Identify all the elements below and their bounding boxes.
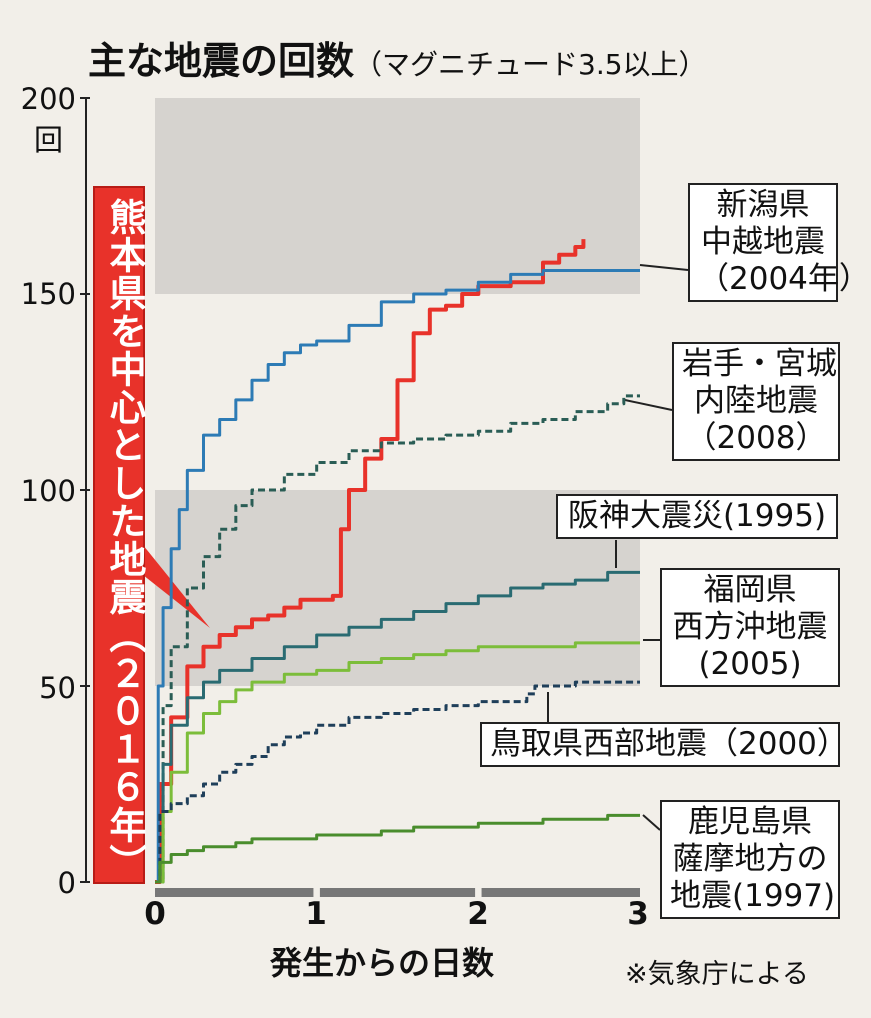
leader-lines: [143, 264, 689, 831]
iwate-label: 岩手・宮城 内陸地震 （2008）: [672, 342, 840, 461]
hanshin-line: [155, 570, 640, 884]
tottori-line: [155, 680, 640, 884]
kagoshima-label: 鹿児島県 薩摩地方の 地震(1997): [660, 800, 840, 919]
tottori-label-line: 鳥取県西部地震（2000）: [490, 726, 848, 762]
label-leader-line: [639, 264, 689, 271]
iwate-line: [155, 394, 640, 884]
x-tick-label: 2: [467, 896, 489, 932]
grid-band: [155, 98, 640, 294]
iwate-label-line: 内陸地震: [694, 383, 818, 419]
x-tick-label: 1: [305, 896, 327, 932]
kumamoto-label: 熊本県を中心とした地震（２０１６年）: [93, 186, 146, 884]
axes: [80, 97, 640, 897]
y-tick-label: 100: [20, 474, 76, 508]
tottori-label: 鳥取県西部地震（2000）: [480, 722, 848, 767]
x-tick-label: 3: [627, 896, 649, 932]
kumamoto-callout-pointer: [143, 545, 210, 628]
niigata-label-line: 新潟県: [716, 187, 810, 223]
label-leader-line: [624, 399, 673, 411]
niigata-line: [155, 268, 640, 884]
y-tick-label: 150: [20, 277, 76, 311]
hanshin-label: 阪神大震災(1995): [556, 494, 838, 539]
hanshin-label-line: 阪神大震災(1995): [567, 498, 827, 534]
fukuoka-label-line: 西方沖地震: [672, 609, 828, 645]
y-tick-label: 0: [57, 866, 76, 900]
fukuoka-label: 福岡県 西方沖地震 (2005): [660, 568, 840, 687]
kagoshima-label-line: 地震(1997): [670, 878, 836, 914]
title-main: 主な地震の回数: [88, 39, 355, 83]
iwate-label-line: 岩手・宮城: [682, 346, 837, 382]
x-axis-bar: [155, 888, 314, 897]
y-unit-label: 回: [34, 123, 64, 157]
chart-title: 主な地震の回数（マグニチュード3.5以上）: [88, 30, 707, 85]
label-leader-line: [642, 814, 661, 831]
niigata-label: 新潟県 中越地震 （2004年）: [688, 183, 870, 302]
kagoshima-label-line: 鹿児島県: [688, 804, 812, 840]
series-lines: [155, 239, 640, 884]
fukuoka-label-line: 福岡県: [703, 572, 797, 608]
kagoshima-line: [155, 813, 640, 884]
iwate-label-line: （2008）: [685, 420, 827, 456]
x-axis-bar: [481, 888, 640, 897]
fukuoka-line: [155, 641, 640, 884]
niigata-label-line: （2004年）: [698, 261, 870, 297]
title-subtitle: （マグニチュード3.5以上）: [354, 48, 707, 81]
y-tick-label: 200: [20, 82, 76, 116]
y-tick-label: 50: [39, 671, 76, 705]
kagoshima-label-line: 薩摩地方の: [672, 841, 828, 877]
source-note: ※気象庁による: [625, 959, 809, 990]
kumamoto-line: [155, 239, 586, 884]
fukuoka-label-line: (2005): [698, 646, 802, 682]
x-axis-title: 発生からの日数: [270, 944, 495, 982]
x-axis-bar: [319, 888, 476, 897]
x-tick-label: 0: [144, 896, 166, 932]
niigata-label-line: 中越地震: [701, 224, 825, 260]
